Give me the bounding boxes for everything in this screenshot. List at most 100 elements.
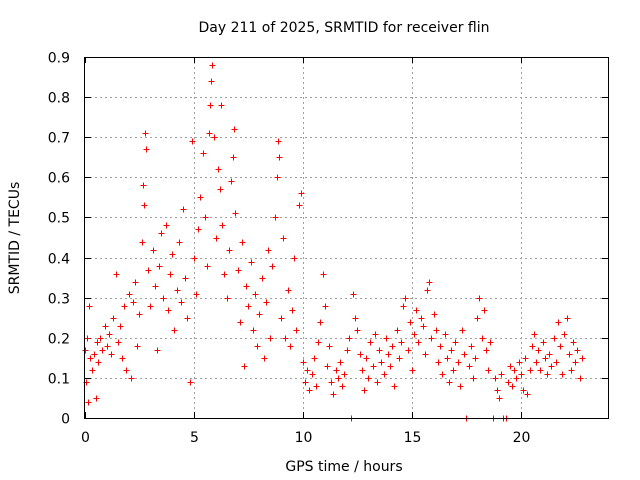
data-point <box>154 347 161 354</box>
data-point <box>370 363 377 370</box>
data-point <box>221 271 228 278</box>
data-point <box>400 303 407 310</box>
data-point <box>217 186 224 193</box>
data-point <box>472 355 479 362</box>
data-point <box>328 379 335 386</box>
data-point <box>87 355 94 362</box>
data-point <box>444 355 451 362</box>
data-point <box>398 339 405 346</box>
data-point <box>457 383 464 390</box>
data-point <box>415 339 422 346</box>
data-point <box>276 154 283 161</box>
data-point <box>494 387 501 394</box>
data-point <box>228 178 235 185</box>
data-point <box>250 327 257 334</box>
data-point <box>139 239 146 246</box>
data-point <box>126 291 133 298</box>
data-points <box>82 62 586 422</box>
data-point <box>285 287 292 294</box>
data-point <box>487 339 494 346</box>
data-point <box>265 247 272 254</box>
data-point <box>341 371 348 378</box>
data-point <box>424 287 431 294</box>
data-point <box>557 343 564 350</box>
data-point <box>274 174 281 181</box>
data-point <box>481 307 488 314</box>
data-point <box>365 375 372 382</box>
grid-lines <box>85 57 608 418</box>
data-point <box>254 343 261 350</box>
plot-frame <box>84 57 609 419</box>
data-point <box>574 347 581 354</box>
data-point <box>165 307 172 314</box>
data-point <box>202 214 209 221</box>
data-point <box>263 299 270 306</box>
data-point <box>176 239 183 246</box>
data-point <box>84 335 91 342</box>
data-point <box>306 387 313 394</box>
data-point <box>211 134 218 141</box>
data-point <box>304 367 311 374</box>
data-point <box>533 359 540 366</box>
data-point <box>110 315 117 322</box>
data-point <box>339 383 346 390</box>
data-point <box>237 319 244 326</box>
data-point <box>167 271 174 278</box>
data-point <box>128 375 135 382</box>
data-point <box>483 347 490 354</box>
data-point <box>537 367 544 374</box>
data-point <box>572 359 579 366</box>
data-point <box>418 315 425 322</box>
data-point <box>376 347 383 354</box>
data-point <box>322 303 329 310</box>
data-point <box>230 154 237 161</box>
data-point <box>333 367 340 374</box>
data-point <box>439 371 446 378</box>
x-tick-label: 5 <box>190 430 199 446</box>
data-point <box>180 206 187 213</box>
data-point <box>411 331 418 338</box>
data-point <box>442 331 449 338</box>
data-point <box>354 327 361 334</box>
data-point <box>207 102 214 109</box>
data-point <box>169 251 176 258</box>
data-point <box>178 299 185 306</box>
data-point <box>121 303 128 310</box>
data-point <box>324 363 331 370</box>
data-point <box>498 371 505 378</box>
data-point <box>389 343 396 350</box>
data-point <box>86 303 93 310</box>
data-point <box>407 319 414 326</box>
data-point <box>577 375 584 382</box>
data-point <box>466 363 473 370</box>
data-point <box>394 327 401 334</box>
data-point <box>193 291 200 298</box>
data-point <box>291 255 298 262</box>
data-point <box>437 343 444 350</box>
data-point <box>309 371 316 378</box>
data-point <box>546 351 553 358</box>
data-point <box>346 335 353 342</box>
data-point <box>195 226 202 233</box>
data-point <box>561 331 568 338</box>
data-point <box>396 355 403 362</box>
data-point <box>413 307 420 314</box>
y-axis-title: SRMTID / TECUs <box>7 182 23 295</box>
data-point <box>513 375 520 382</box>
data-point <box>171 327 178 334</box>
data-point <box>507 363 514 370</box>
data-point <box>95 359 102 366</box>
data-point <box>282 335 289 342</box>
data-point <box>363 355 370 362</box>
data-point <box>132 279 139 286</box>
chart-title: Day 211 of 2025, SRMTID for receiver fli… <box>199 20 490 36</box>
data-point <box>446 379 453 386</box>
data-point <box>298 190 305 197</box>
data-point <box>113 271 120 278</box>
data-point <box>184 315 191 322</box>
data-point <box>335 375 342 382</box>
data-point <box>145 267 152 274</box>
data-point <box>241 363 248 370</box>
data-point <box>391 383 398 390</box>
